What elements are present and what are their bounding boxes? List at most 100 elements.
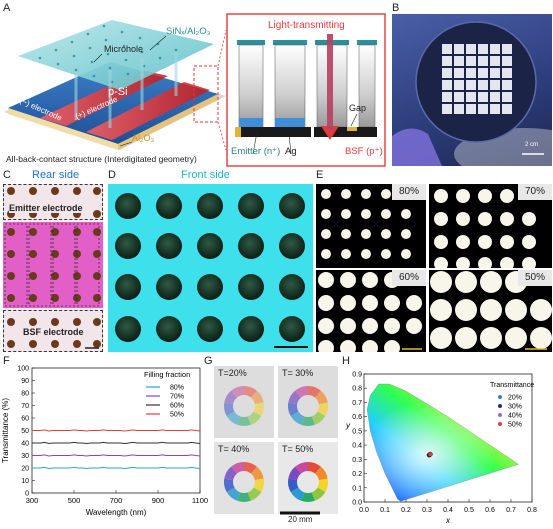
series-line-60% [32,441,201,445]
color-wheel [288,386,328,426]
wheel-segment [253,402,264,416]
legend-marker [498,395,502,399]
y-tick-label: 0.9 [352,372,362,379]
y-tick-label: 40 [21,441,29,448]
x-tick-label: 0.2 [401,507,411,514]
wheel-segment [308,386,321,398]
x-tick-label: 0.7 [506,507,516,514]
bsf-electrode-label: BSF electrode [23,327,84,337]
wheel-segment [251,466,264,481]
y-tick-label: 20 [21,466,29,473]
wheel-segment [288,402,299,416]
panel-label-b: B [392,2,400,14]
wheel-label-50: T= 50% [282,444,314,454]
wafer-cell [454,92,464,102]
color-wheel [224,386,264,426]
legend-label: 20% [508,395,522,402]
wheel-segment [290,411,305,425]
microhole-label: Microhole [104,44,144,54]
legend-marker [498,413,502,417]
y-tick-label: 10 [21,478,29,485]
wheel-segment [224,478,235,492]
y-tick-label: 80 [21,391,29,398]
wheel-segment [295,386,308,398]
front-hole-pattern [115,193,308,348]
wafer-cell [454,68,464,78]
x-tick-label: 1100 [192,496,208,505]
wafer-cell [502,44,512,54]
wheel-segment [288,390,301,405]
y-tick-label: 0.7 [352,400,362,407]
panel-label-c: C [3,169,11,181]
wafer-scale-bar-label: 2 cm [525,142,539,148]
bsf-p-label: BSF (p⁺) [345,146,383,157]
panel-label-g: G [204,355,213,367]
wafer-cell [478,80,488,90]
y-axis-label: Transmittance (%) [1,398,10,463]
color-wheels-graphic [224,386,328,502]
wheel-segment [315,390,328,405]
wafer-cell [454,56,464,66]
x-axis-label: x [445,516,451,525]
wafer-cell [442,68,452,78]
wafer-graphic [392,21,552,166]
y-tick-label: 0.5 [352,428,362,435]
al2o3-label: Al₂O₃ [132,133,155,143]
legend-marker [498,404,502,408]
color-wheel [288,462,328,502]
y-tick-label: 70 [21,403,29,410]
wafer-cell [478,68,488,78]
legend-label: 60% [170,403,184,410]
panel-label-h: H [342,355,350,367]
wheel-segment [311,411,326,425]
wheel-segment [224,466,237,481]
y-tick-label: 0.0 [352,500,362,507]
wheel-segment [288,466,301,481]
wafer-cell [466,68,476,78]
cross-section-diagram [226,13,386,167]
legend-marker [498,422,502,426]
wheel-segment [247,487,262,501]
micrograph-70: 70% [429,184,552,268]
wheel-label-30: T= 30% [282,368,314,378]
x-tick-label: 0.1 [380,507,390,514]
wafer-cell [442,80,452,90]
y-tick-label: 0.4 [352,443,362,450]
x-tick-label: 500 [68,496,81,505]
y-axis-label: y [345,421,351,430]
micrograph-80: 80% [316,184,426,268]
wafer-photo: 2 cm [392,14,552,166]
wafer-cell [502,92,512,102]
y-tick-label: 60 [21,416,29,423]
wheel-label-40: T= 40% [218,444,250,454]
legend-label: 30% [508,404,522,411]
color-wheel [224,462,264,502]
legend-label: 50% [170,412,184,419]
x-tick-label: 0.5 [464,507,474,514]
wheel-segment [315,466,328,481]
x-tick-label: 0.6 [485,507,495,514]
x-axis-label: Wavelength (nm) [86,508,147,517]
legend-title: Transmittance [490,382,534,389]
wafer-cell [502,56,512,66]
cie-white-point [367,384,519,502]
y-tick-label: 0.6 [352,414,362,421]
wafer-cell [490,80,500,90]
wafer-cell [502,104,512,114]
wheel-segment [244,462,257,474]
wafer-cell [490,104,500,114]
transmittance-chart: 0 10 20 30 40 50 60 70 80 90 100 300 500 700 900 1100 Wa… [1,366,208,518]
emitter-n-label: Emitter (n⁺) [231,146,281,157]
wafer-cell [478,92,488,102]
wheel-segment [237,492,251,502]
y-tick-label: 0.3 [352,457,362,464]
panel-label-a: A [3,2,11,14]
micrograph-50: 50% [429,270,552,352]
wheel-scale-label: 20 mm [288,515,313,524]
legend-label: 50% [508,422,522,429]
color-wheel-photos: T=20% T= 30% T= 40% T= 50% [214,366,338,514]
y-tick-label: 0.1 [352,485,362,492]
data-point-50% [427,451,433,457]
wheel-segment [295,462,308,474]
wafer-cell [466,44,476,54]
